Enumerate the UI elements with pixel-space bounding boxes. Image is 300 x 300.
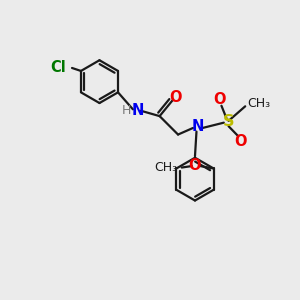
Text: N: N [192,119,204,134]
Text: O: O [170,90,182,105]
Text: O: O [214,92,226,107]
Text: N: N [131,103,143,118]
Text: CH₃: CH₃ [154,161,177,174]
Text: CH₃: CH₃ [248,98,271,110]
Text: S: S [223,114,234,129]
Text: H: H [121,104,131,117]
Text: Cl: Cl [50,60,66,75]
Text: O: O [188,158,201,173]
Text: O: O [234,134,247,149]
